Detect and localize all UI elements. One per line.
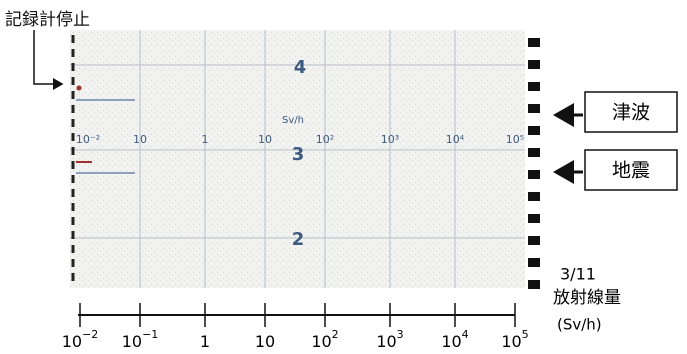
sprocket-hole (528, 192, 540, 201)
axis-label-exp: 2 (332, 328, 339, 341)
paper-scale-label: 10⁻² (76, 133, 100, 146)
axis-label: 105 (501, 328, 528, 351)
earthquake-label: 地震 (612, 160, 650, 182)
paper-scale-label: 10 (258, 133, 272, 146)
sprocket-hole (528, 258, 540, 267)
axis-label: 1 (200, 332, 210, 351)
axis-label: 103 (376, 328, 403, 351)
axis-label: 10 (255, 332, 275, 351)
hour-label: 3 (292, 144, 305, 165)
paper-scale-label: 10 (133, 133, 147, 146)
sprocket-hole (528, 104, 540, 113)
axis-label-base: 10 (311, 332, 331, 351)
hour-label: 2 (292, 229, 305, 250)
axis-label-exp: −1 (142, 328, 158, 341)
axis-label-exp: −2 (82, 328, 98, 341)
axis-label: 102 (311, 328, 338, 351)
tsunami-label: 津波 (612, 102, 650, 124)
axis-label-exp: 5 (522, 328, 529, 341)
axis-label: 104 (441, 328, 468, 351)
axis-label-base: 1 (200, 332, 210, 351)
sprocket-hole (528, 82, 540, 91)
quantity-label: 放射線量 (553, 288, 621, 308)
axis-label-base: 10 (122, 332, 142, 351)
sprocket-hole (528, 126, 540, 135)
sprocket-hole (528, 60, 540, 69)
unit-label: (Sv/h) (557, 316, 602, 334)
sprocket-holes (528, 38, 540, 289)
paper-unit: Sv/h (282, 115, 304, 126)
axis-label-base: 10 (62, 332, 82, 351)
red-mark (77, 86, 82, 91)
sprocket-hole (528, 214, 540, 223)
recorder-stop-label: 記録計停止 (5, 10, 90, 30)
date-label: 3/11 (560, 265, 596, 284)
paper-scale-label: 1 (202, 133, 209, 146)
figure: 4 3 2 Sv/h 10⁻² 10 1 10 10² 10³ 10⁴ 10⁵ 記録計停止 津… (0, 0, 687, 354)
paper-scale-label: 10⁵ (506, 133, 524, 146)
axis-label-exp: 3 (397, 328, 404, 341)
sprocket-hole (528, 170, 540, 179)
arrow (34, 30, 62, 84)
axis-label-base: 10 (501, 332, 521, 351)
axis-label-base: 10 (376, 332, 396, 351)
paper-scale-label: 10² (316, 133, 334, 146)
axis-label-exp: 4 (462, 328, 469, 341)
paper-scale-label: 10⁴ (446, 133, 465, 146)
axis-label-base: 10 (441, 332, 461, 351)
page: 4 3 2 Sv/h 10⁻² 10 1 10 10² 10³ 10⁴ 10⁵ 記録計停止 津… (0, 0, 687, 354)
sprocket-hole (528, 280, 540, 289)
axis-label: 10−1 (122, 328, 159, 351)
axis-label-base: 10 (255, 332, 275, 351)
sprocket-hole (528, 236, 540, 245)
sprocket-hole (528, 148, 540, 157)
hour-label: 4 (294, 57, 307, 78)
axis-label: 10−2 (62, 328, 99, 351)
sprocket-hole (528, 38, 540, 47)
paper-scale-label: 10³ (381, 133, 399, 146)
